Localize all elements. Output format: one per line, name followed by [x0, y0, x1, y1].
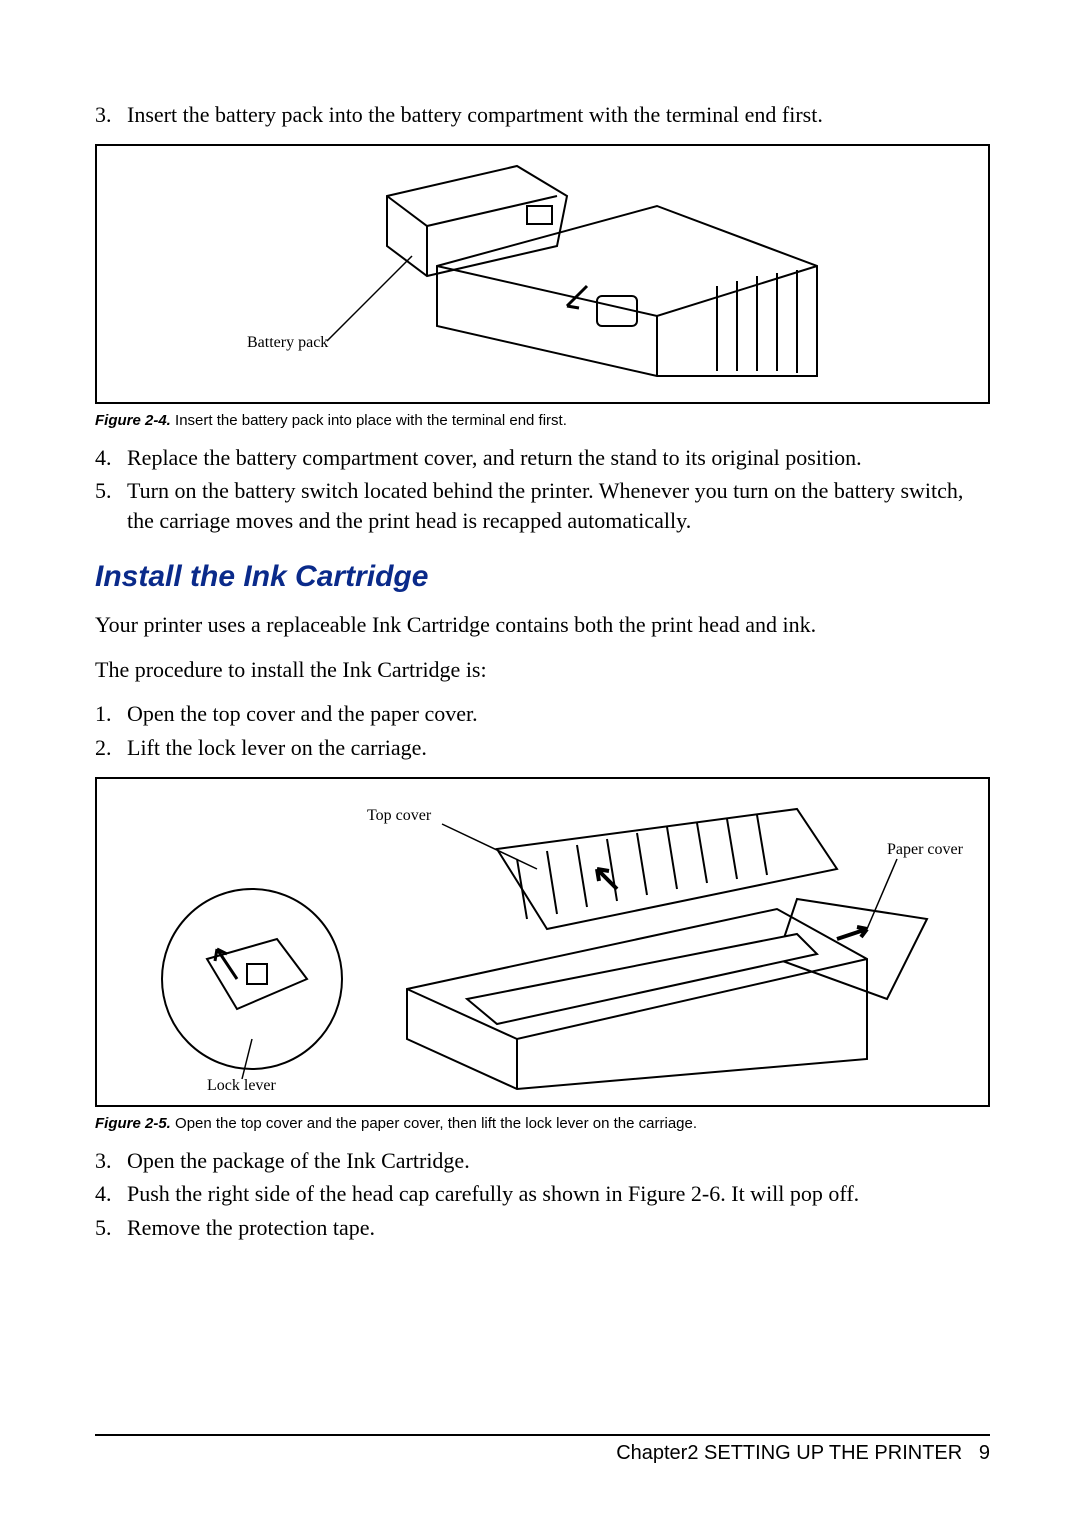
list-item: 2. Lift the lock lever on the carriage. — [95, 733, 990, 763]
footer-rule — [95, 1434, 990, 1436]
list-text: Open the package of the Ink Cartridge. — [127, 1146, 990, 1176]
footer-page: 9 — [979, 1442, 990, 1464]
caption-text: Insert the battery pack into place with … — [171, 412, 567, 429]
list-number: 5. — [95, 1213, 127, 1243]
figure-label-battery: Battery pack — [247, 334, 328, 352]
list-number: 5. — [95, 476, 127, 535]
footer-text: Chapter2 SETTING UP THE PRINTER 9 — [95, 1442, 990, 1465]
paragraph: The procedure to install the Ink Cartrid… — [95, 655, 990, 686]
list-number: 3. — [95, 100, 127, 130]
caption-bold: Figure 2-5. — [95, 1115, 171, 1132]
figure-2-4-caption: Figure 2-4. Insert the battery pack into… — [95, 412, 990, 429]
list-text: Open the top cover and the paper cover. — [127, 699, 990, 729]
battery-illustration — [97, 146, 987, 402]
list-text: Lift the lock lever on the carriage. — [127, 733, 990, 763]
list-text: Insert the battery pack into the battery… — [127, 100, 990, 130]
list-text: Replace the battery compartment cover, a… — [127, 443, 990, 473]
list-item: 5. Remove the protection tape. — [95, 1213, 990, 1243]
list-item: 4. Push the right side of the head cap c… — [95, 1179, 990, 1209]
list-item: 1. Open the top cover and the paper cove… — [95, 699, 990, 729]
list-number: 1. — [95, 699, 127, 729]
figure-2-5-caption: Figure 2-5. Open the top cover and the p… — [95, 1115, 990, 1132]
page-footer: Chapter2 SETTING UP THE PRINTER 9 — [95, 1434, 990, 1465]
list-number: 3. — [95, 1146, 127, 1176]
figure-label-paper-cover: Paper cover — [887, 841, 963, 859]
caption-text: Open the top cover and the paper cover, … — [171, 1115, 697, 1132]
figure-label-lock-lever: Lock lever — [207, 1077, 276, 1095]
figure-2-5: Top cover Paper cover Lock lever — [95, 777, 990, 1107]
printer-illustration — [97, 779, 987, 1105]
list-text: Remove the protection tape. — [127, 1213, 990, 1243]
list-number: 2. — [95, 733, 127, 763]
figure-label-top-cover: Top cover — [367, 807, 431, 825]
list-item: 5. Turn on the battery switch located be… — [95, 476, 990, 535]
caption-bold: Figure 2-4. — [95, 412, 171, 429]
list-item: 4. Replace the battery compartment cover… — [95, 443, 990, 473]
list-number: 4. — [95, 443, 127, 473]
list-text: Turn on the battery switch located behin… — [127, 476, 990, 535]
list-item: 3. Insert the battery pack into the batt… — [95, 100, 990, 130]
footer-chapter: Chapter2 SETTING UP THE PRINTER — [616, 1442, 962, 1464]
figure-2-4: Battery pack — [95, 144, 990, 404]
list-item: 3. Open the package of the Ink Cartridge… — [95, 1146, 990, 1176]
paragraph: Your printer uses a replaceable Ink Cart… — [95, 610, 990, 641]
list-number: 4. — [95, 1179, 127, 1209]
section-heading: Install the Ink Cartridge — [95, 560, 990, 594]
list-text: Push the right side of the head cap care… — [127, 1179, 990, 1209]
